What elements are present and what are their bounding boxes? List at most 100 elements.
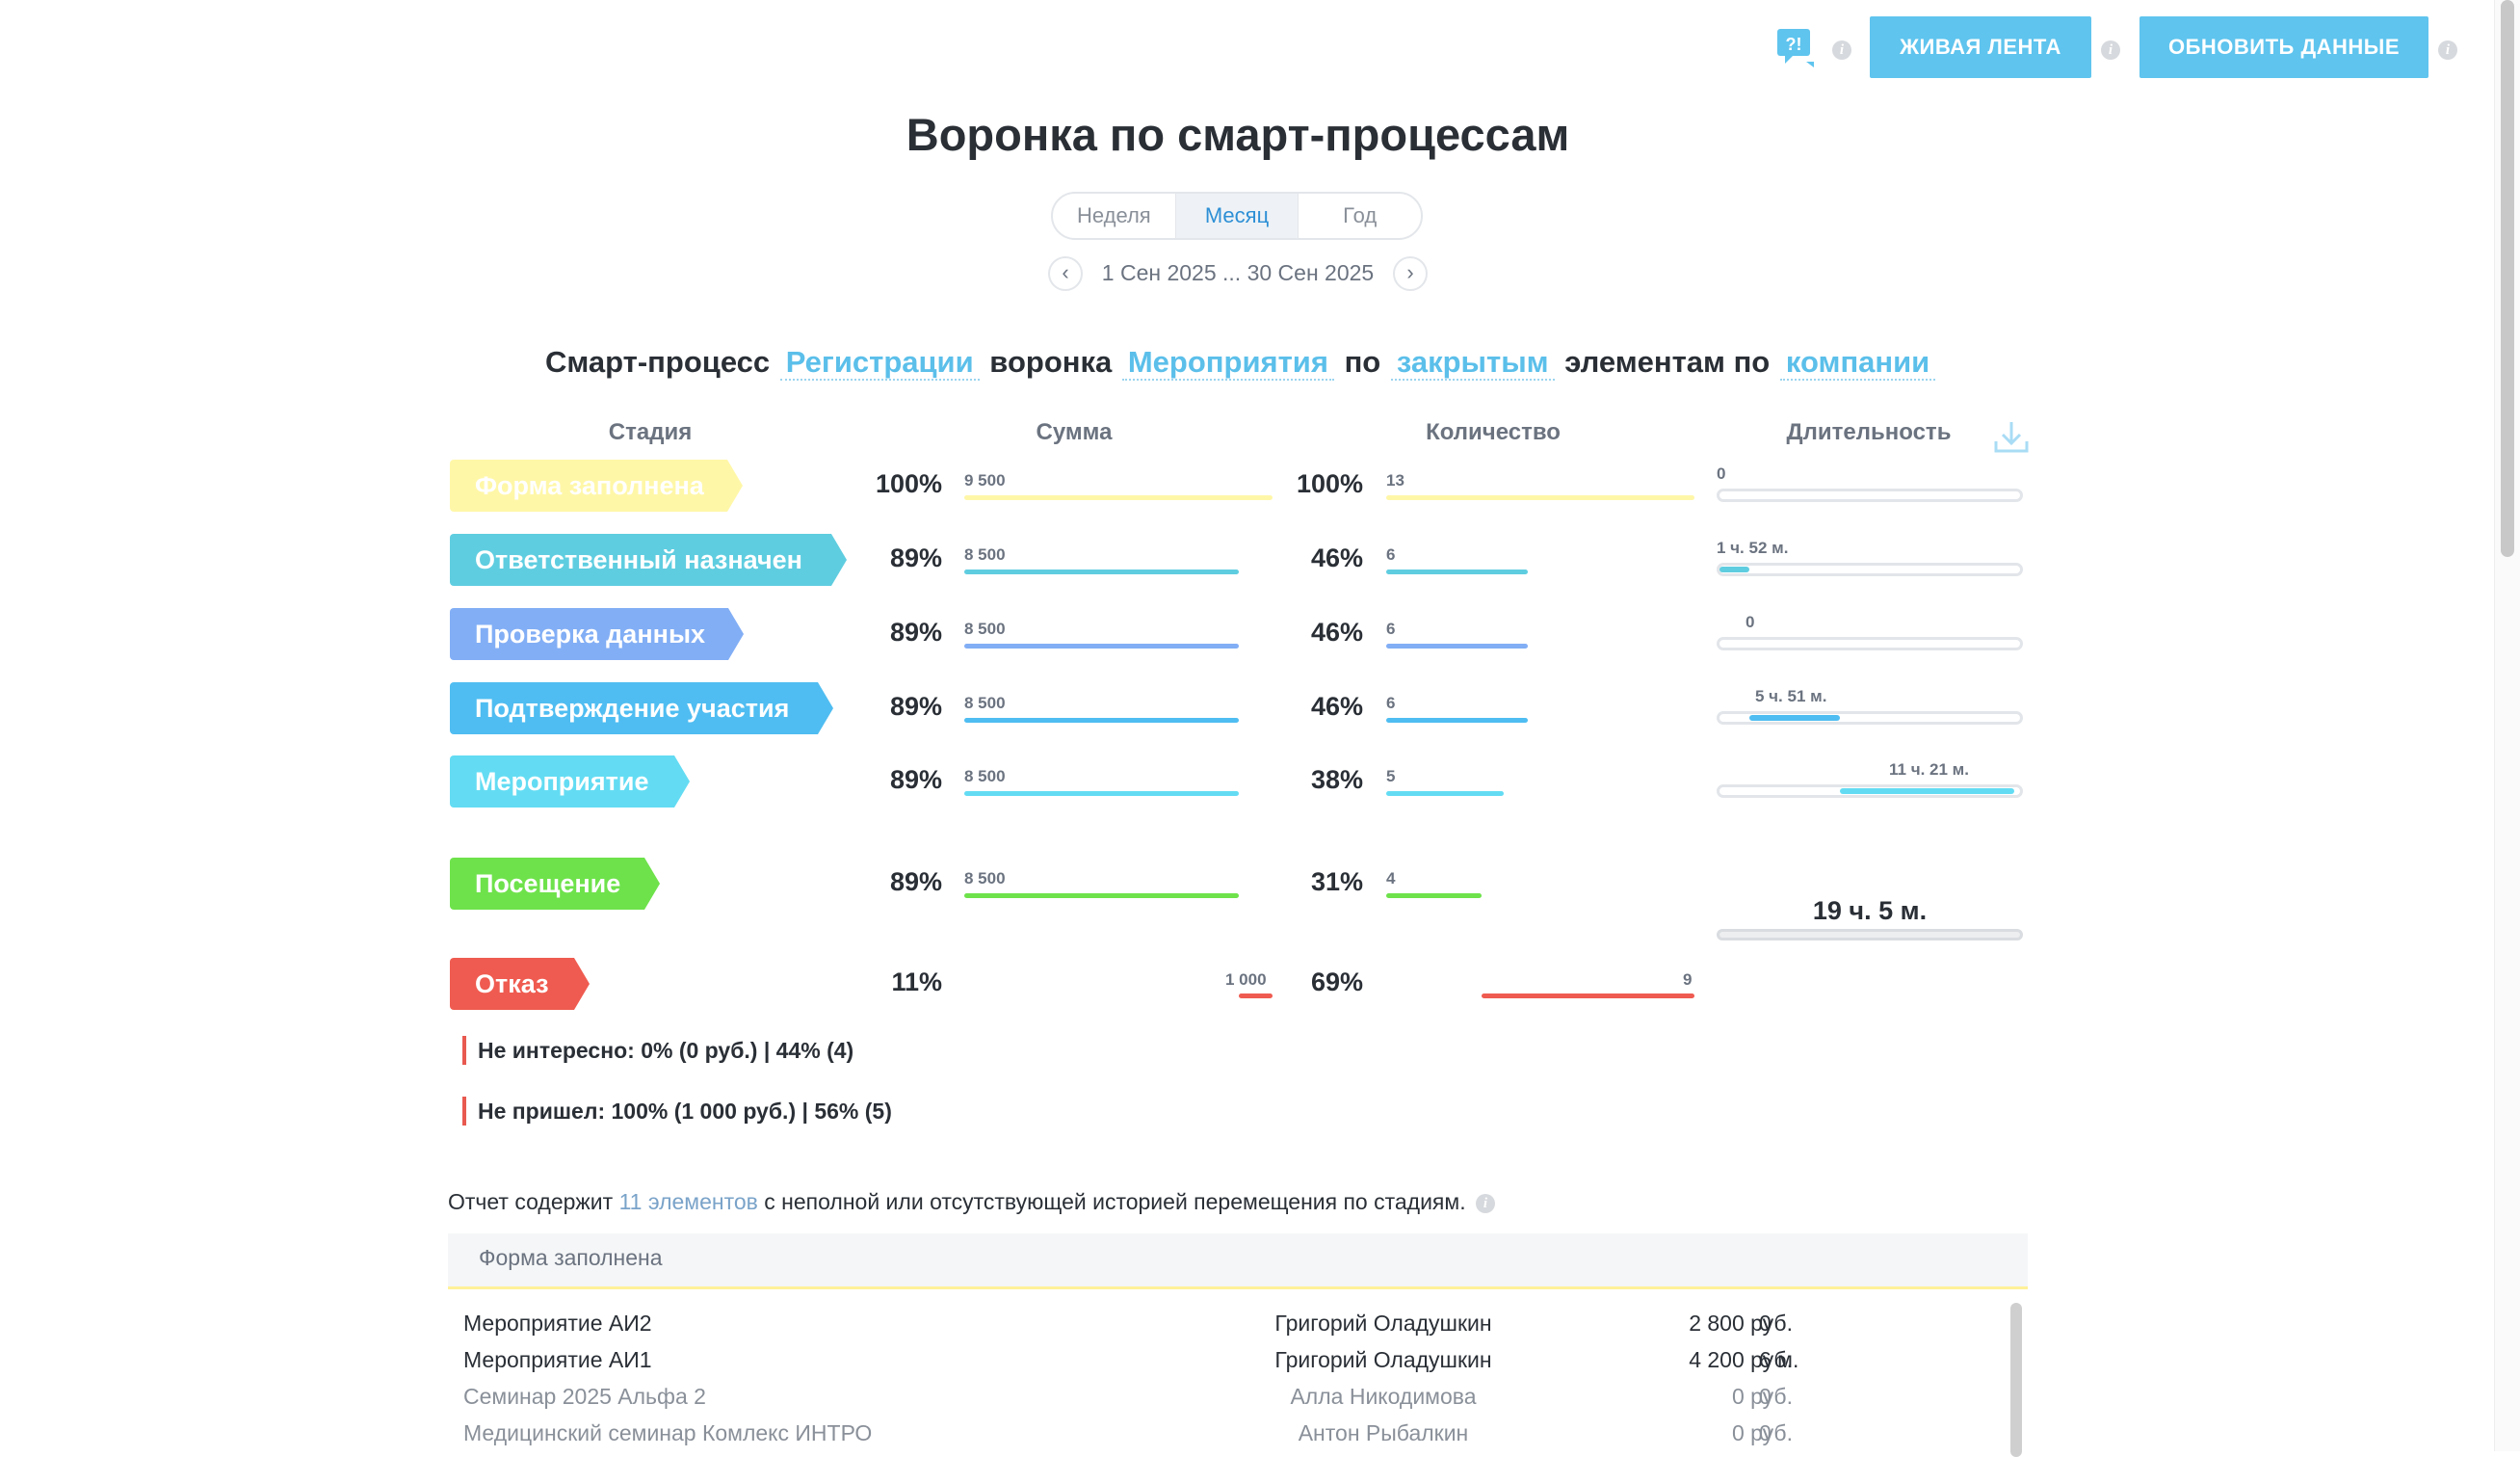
- duration-fill: [1719, 567, 1749, 572]
- count-value: 4: [1386, 869, 1396, 887]
- duration-fill: [1749, 715, 1840, 721]
- refusal-sum-value: 1 000: [1225, 970, 1267, 989]
- period-switch: Неделя Месяц Год: [1051, 192, 1423, 240]
- filter-closed-link[interactable]: закрытым: [1390, 345, 1555, 381]
- table-row[interactable]: Мероприятие АИ1 Григорий Оладушкин 4 200 р…: [463, 1347, 2005, 1384]
- page-scrollbar-thumb[interactable]: [2501, 0, 2514, 557]
- count-pct: 46%: [1310, 692, 1363, 721]
- row-duration: 0: [1759, 1384, 1772, 1409]
- row-responsible: Григорий Оладушкин: [1274, 1347, 1492, 1372]
- refusal-sum-pct: 11%: [891, 967, 942, 996]
- filter-funnel-link[interactable]: Мероприятия: [1121, 345, 1334, 381]
- refusal-reason[interactable]: Не пришел: 100% (1 000 руб.) | 56% (5): [462, 1097, 892, 1126]
- filter-text: по: [1344, 345, 1381, 379]
- refusal-count-pct: 69%: [1310, 967, 1363, 996]
- prev-period-button[interactable]: ‹: [1048, 256, 1083, 291]
- row-responsible: Алла Никодимова: [1290, 1384, 1477, 1409]
- stage-arrow[interactable]: Мероприятие: [450, 755, 690, 808]
- duration-value: 0: [1717, 464, 1726, 483]
- table-row[interactable]: Мероприятие АИ2 Григорий Оладушкин 2 800 р…: [463, 1311, 2005, 1347]
- row-amount: 4 200 руб.: [1689, 1347, 1793, 1372]
- download-icon[interactable]: [1992, 418, 2031, 457]
- count-pct: 38%: [1310, 765, 1363, 794]
- count-value: 13: [1386, 471, 1404, 490]
- duration-track: [1717, 563, 2023, 576]
- count-pct: 100%: [1296, 469, 1363, 498]
- sum-value: 9 500: [964, 471, 1006, 490]
- sum-pct: 89%: [889, 765, 942, 794]
- column-sum: Сумма: [1036, 419, 1113, 445]
- total-duration: 19 ч. 5 м.: [1812, 896, 1928, 925]
- sum-value: 8 500: [964, 620, 1006, 638]
- row-name[interactable]: Мероприятие АИ2: [463, 1311, 652, 1336]
- duration-track: [1717, 711, 2023, 725]
- duration-value: 1 ч. 52 м.: [1717, 539, 1789, 557]
- filter-text: Смарт-процесс: [545, 345, 771, 379]
- filter-sentence: Смарт-процесс Регистрации воронка Меропр…: [545, 345, 1937, 381]
- refresh-data-button[interactable]: ОБНОВИТЬ ДАННЫЕ: [2139, 16, 2428, 78]
- column-duration: Длительность: [1786, 419, 1952, 445]
- count-pct: 46%: [1310, 543, 1363, 572]
- duration-value: 0: [1746, 613, 1755, 631]
- row-duration: 6 м.: [1759, 1347, 1799, 1372]
- sum-bar: [964, 644, 1239, 649]
- row-name[interactable]: Семинар 2025 Альфа 2: [463, 1384, 706, 1409]
- row-name[interactable]: Мероприятие АИ1: [463, 1347, 652, 1372]
- column-count: Количество: [1426, 419, 1561, 445]
- stage-arrow[interactable]: Посещение: [450, 858, 660, 910]
- filter-smart-process-link[interactable]: Регистрации: [779, 345, 980, 381]
- count-value: 6: [1386, 620, 1396, 638]
- svg-text:?!: ?!: [1786, 35, 1802, 54]
- duration-track: [1717, 489, 2023, 502]
- stage-arrow[interactable]: Ответственный назначен: [450, 534, 847, 586]
- incomplete-elements-link[interactable]: 11 элементов: [618, 1189, 758, 1214]
- tab-month[interactable]: Месяц: [1175, 194, 1299, 238]
- note-text: с неполной или отсутствующей историей пе…: [764, 1189, 1466, 1214]
- row-amount: 0 руб.: [1731, 1420, 1793, 1445]
- filter-text: элементам по: [1564, 345, 1771, 379]
- filter-company-link[interactable]: компании: [1779, 345, 1936, 381]
- stage-arrow[interactable]: Подтверждение участия: [450, 682, 833, 734]
- table-row[interactable]: Медицинский семинар Комлекс ИНТРО Антон Р…: [463, 1420, 2005, 1457]
- sum-value: 8 500: [964, 545, 1006, 564]
- duration-fill: [1840, 788, 2014, 794]
- column-stage: Стадия: [608, 419, 693, 445]
- live-feed-button[interactable]: ЖИВАЯ ЛЕНТА: [1870, 16, 2091, 78]
- row-name[interactable]: Медицинский семинар Комлекс ИНТРО: [463, 1420, 873, 1445]
- sum-pct: 89%: [889, 543, 942, 572]
- sum-bar: [964, 718, 1239, 723]
- sum-bar: [964, 570, 1239, 574]
- row-responsible: Григорий Оладушкин: [1274, 1311, 1492, 1336]
- count-value: 6: [1386, 545, 1396, 564]
- help-chat-icon[interactable]: ?!: [1775, 27, 1820, 69]
- refusal-sum-bar: [1239, 993, 1273, 998]
- stage-arrow[interactable]: Проверка данных: [450, 608, 744, 660]
- live-feed-info-icon[interactable]: i: [2101, 40, 2120, 60]
- sum-pct: 89%: [889, 692, 942, 721]
- count-bar: [1386, 570, 1528, 574]
- note-text: Отчет содержит: [448, 1189, 614, 1214]
- stage-refusal[interactable]: Отказ: [450, 958, 590, 1010]
- tab-year[interactable]: Год: [1343, 203, 1378, 227]
- page-title: Воронка по смарт-процессам: [906, 109, 1570, 160]
- table-row[interactable]: Семинар 2025 Альфа 2 Алла Никодимова 0 руб…: [463, 1384, 2005, 1420]
- duration-value: 5 ч. 51 м.: [1755, 687, 1827, 705]
- sum-bar: [964, 893, 1239, 898]
- next-period-button[interactable]: ›: [1393, 256, 1428, 291]
- table-scrollbar[interactable]: [2010, 1303, 2022, 1457]
- row-responsible: Антон Рыбалкин: [1298, 1420, 1469, 1445]
- table-stage-header[interactable]: Форма заполнена: [448, 1233, 2028, 1289]
- sum-value: 8 500: [964, 694, 1006, 712]
- help-info-icon[interactable]: i: [1832, 40, 1851, 60]
- stage-arrow[interactable]: Форма заполнена: [450, 460, 743, 512]
- note-info-icon[interactable]: i: [1475, 1193, 1495, 1213]
- duration-track: [1717, 637, 2023, 650]
- refusal-count-value: 9: [1683, 970, 1693, 989]
- duration-value: 11 ч. 21 м.: [1889, 760, 1969, 779]
- row-duration: 0: [1759, 1311, 1772, 1336]
- incomplete-history-note: Отчет содержит 11 элементов с неполной и…: [448, 1189, 1495, 1215]
- count-bar: [1386, 893, 1482, 898]
- refusal-reason[interactable]: Не интересно: 0% (0 руб.) | 44% (4): [462, 1036, 853, 1065]
- refresh-info-icon[interactable]: i: [2438, 40, 2457, 60]
- tab-week[interactable]: Неделя: [1053, 194, 1176, 238]
